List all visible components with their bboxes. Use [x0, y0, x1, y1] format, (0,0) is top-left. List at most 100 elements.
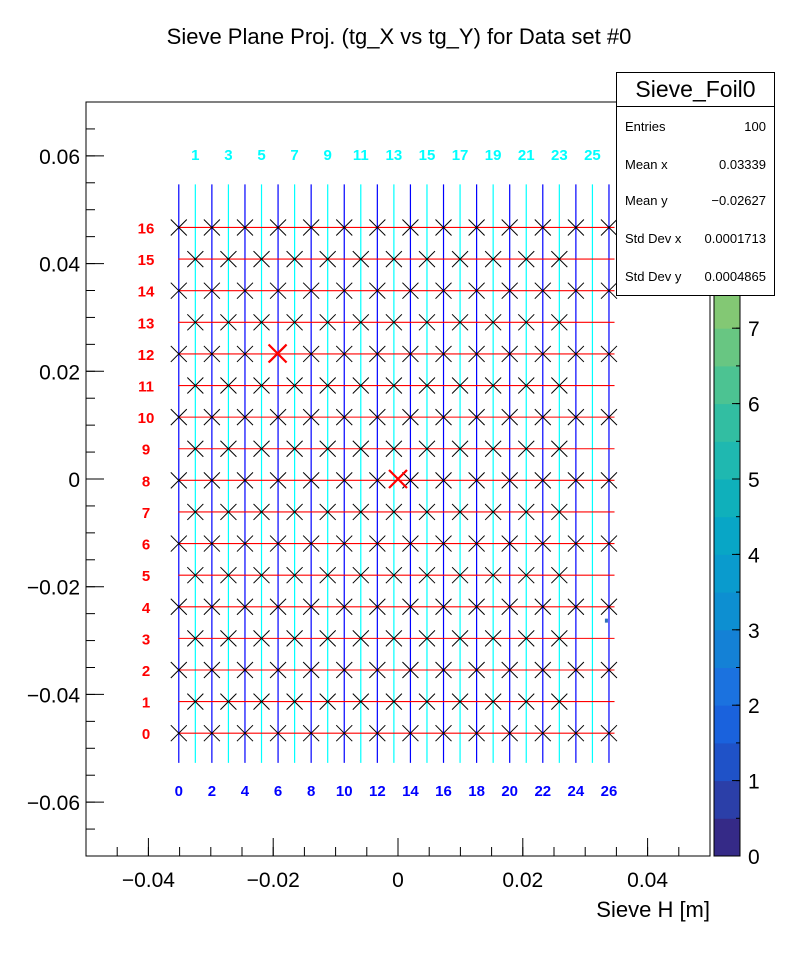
hole-marker-stroke	[484, 693, 502, 710]
hole-marker-stroke	[385, 566, 403, 584]
hole-marker-stroke	[501, 408, 519, 426]
hole-marker	[368, 219, 386, 236]
hole-marker	[203, 724, 221, 742]
hole-marker	[186, 503, 204, 521]
hole-marker	[335, 345, 353, 363]
column-label-bottom: 12	[369, 783, 386, 800]
x-tick-label: 0.02	[502, 869, 543, 892]
hole-marker-stroke	[236, 598, 254, 616]
hole-marker-stroke	[567, 345, 585, 363]
hole-marker-stroke	[468, 661, 485, 679]
hole-marker-stroke	[385, 693, 403, 710]
hole-marker-stroke	[517, 693, 535, 710]
hole-marker	[451, 693, 469, 710]
hole-marker-stroke	[435, 345, 452, 363]
column-label-bottom: 22	[534, 783, 551, 800]
hole-marker-stroke	[534, 282, 552, 300]
hole-marker-stroke	[170, 661, 188, 679]
hole-marker-stroke	[352, 377, 370, 394]
hole-marker	[567, 345, 585, 363]
hole-marker-stroke	[368, 471, 386, 489]
hole-marker-stroke	[352, 250, 370, 268]
hole-marker-stroke	[567, 471, 585, 489]
hole-marker	[170, 724, 188, 742]
column-label-bottom: 18	[468, 783, 485, 800]
hole-marker-stroke	[352, 313, 370, 331]
column-label-top: 23	[551, 147, 568, 164]
column-label-bottom: 6	[274, 783, 282, 800]
hole-marker-stroke	[451, 377, 469, 394]
hole-marker	[335, 219, 353, 236]
hole-marker-stroke	[484, 377, 502, 394]
hole-marker-stroke	[451, 440, 469, 458]
hole-marker	[451, 566, 469, 584]
row-label: 3	[142, 631, 150, 648]
hole-marker-stroke	[236, 345, 254, 363]
hole-marker-stroke	[368, 535, 386, 552]
column-label-top: 5	[257, 147, 265, 164]
hole-marker-stroke	[170, 219, 188, 236]
hole-marker-stroke	[435, 535, 452, 552]
hole-marker-stroke	[600, 598, 618, 616]
hole-marker	[451, 250, 469, 268]
hole-marker-stroke	[451, 693, 469, 710]
colorbar-tick-label: 7	[748, 318, 760, 341]
hole-marker-stroke	[418, 693, 436, 710]
hole-marker-stroke	[368, 661, 386, 679]
y-tick-label: −0.02	[27, 577, 80, 600]
hole-marker-stroke	[550, 250, 568, 268]
x-tick-label: 0.04	[627, 869, 668, 892]
hole-marker	[385, 377, 403, 394]
hole-marker-stroke	[435, 661, 452, 679]
hole-marker-stroke	[402, 724, 419, 742]
hole-marker-stroke	[269, 535, 287, 552]
hole-marker	[352, 693, 370, 710]
hole-marker	[451, 377, 469, 394]
y-tick-label: −0.04	[27, 684, 80, 707]
hole-marker	[203, 661, 221, 679]
hole-marker-stroke	[335, 535, 353, 552]
hole-marker-stroke	[501, 598, 519, 616]
hole-marker	[418, 630, 436, 647]
hole-marker	[170, 408, 188, 426]
hole-marker	[253, 313, 270, 331]
column-label-bottom: 4	[241, 783, 250, 800]
stats-label: Std Dev y	[625, 269, 682, 284]
hole-marker-stroke	[269, 219, 287, 236]
column-label-top: 9	[324, 147, 332, 164]
column-label-top: 17	[452, 147, 469, 164]
stats-label: Std Dev x	[625, 231, 682, 246]
hole-marker-stroke	[335, 471, 353, 489]
hole-marker	[220, 440, 237, 458]
colorbar-segment	[714, 516, 740, 555]
hole-marker-stroke	[501, 282, 519, 300]
hole-marker	[352, 440, 370, 458]
hole-marker-stroke	[402, 598, 419, 616]
row-label: 10	[138, 410, 155, 427]
chart-title: Sieve Plane Proj. (tg_X vs tg_Y) for Dat…	[166, 24, 632, 49]
hole-marker	[203, 345, 221, 363]
colorbar-tick-label: 1	[748, 771, 760, 794]
hole-marker-stroke	[220, 503, 237, 521]
hole-marker-stroke	[402, 535, 419, 552]
hole-marker	[368, 345, 386, 363]
hole-marker-stroke	[335, 345, 353, 363]
hole-marker-stroke	[534, 471, 552, 489]
stats-label: Mean y	[625, 193, 668, 208]
hole-marker	[286, 630, 303, 647]
hole-marker	[550, 693, 568, 710]
hole-marker	[517, 440, 535, 458]
hole-marker	[435, 408, 452, 426]
hole-marker	[600, 471, 618, 489]
hole-marker	[335, 724, 353, 742]
hole-marker	[385, 313, 403, 331]
reference-markers	[267, 343, 408, 489]
hole-marker	[352, 630, 370, 647]
hole-marker-stroke	[534, 661, 552, 679]
hole-marker	[501, 724, 519, 742]
hole-marker	[368, 661, 386, 679]
hole-marker	[600, 724, 618, 742]
hole-marker-stroke	[253, 377, 270, 394]
hole-marker	[385, 693, 403, 710]
hole-marker	[170, 598, 188, 616]
